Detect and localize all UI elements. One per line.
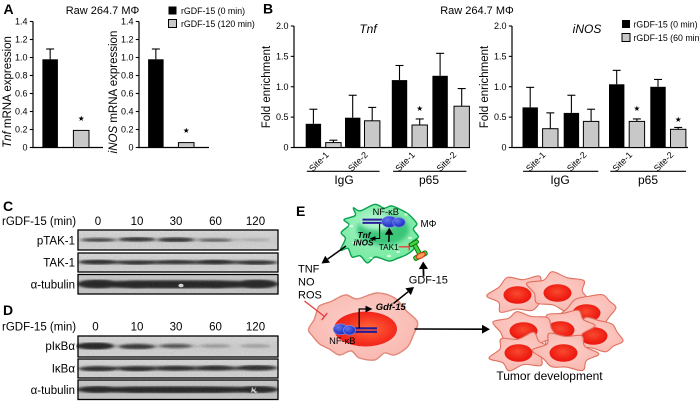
svg-text:2.0: 2.0 bbox=[494, 21, 507, 31]
svg-text:0.2: 0.2 bbox=[121, 125, 134, 135]
svg-text:1.2: 1.2 bbox=[121, 35, 134, 45]
svg-text:p65: p65 bbox=[419, 173, 439, 187]
svg-text:pTAK-1: pTAK-1 bbox=[37, 236, 75, 248]
svg-text:Tnf: Tnf bbox=[359, 22, 378, 36]
svg-text:IgG: IgG bbox=[334, 173, 353, 187]
svg-text:1.5: 1.5 bbox=[276, 51, 289, 61]
svg-text:1.0: 1.0 bbox=[276, 82, 289, 92]
svg-text:0: 0 bbox=[22, 143, 27, 153]
svg-text:NF-κB: NF-κB bbox=[329, 336, 355, 346]
svg-text:E: E bbox=[296, 203, 305, 219]
svg-text:0.2: 0.2 bbox=[15, 125, 28, 135]
svg-text:ROS: ROS bbox=[298, 290, 322, 302]
svg-text:0.5: 0.5 bbox=[276, 112, 289, 122]
svg-text:1.0: 1.0 bbox=[121, 53, 134, 63]
svg-text:0: 0 bbox=[128, 143, 133, 153]
svg-text:pIκBα: pIκBα bbox=[45, 341, 75, 353]
svg-text:MΦ: MΦ bbox=[421, 219, 437, 230]
svg-text:10: 10 bbox=[131, 216, 144, 228]
svg-text:30: 30 bbox=[170, 216, 183, 228]
svg-text:★: ★ bbox=[416, 104, 423, 113]
svg-text:2.0: 2.0 bbox=[276, 21, 289, 31]
svg-text:iNOS: iNOS bbox=[573, 22, 602, 36]
svg-text:α-tubulin: α-tubulin bbox=[31, 280, 75, 292]
svg-text:rGDF-15 (120 min): rGDF-15 (120 min) bbox=[181, 19, 255, 29]
svg-text:0.8: 0.8 bbox=[15, 71, 28, 81]
svg-text:★: ★ bbox=[78, 114, 85, 123]
svg-text:★: ★ bbox=[634, 104, 641, 113]
svg-text:★: ★ bbox=[183, 126, 190, 135]
svg-text:Tnf mRNA expression: Tnf mRNA expression bbox=[2, 36, 14, 148]
svg-text:Raw 264.7 MΦ: Raw 264.7 MΦ bbox=[66, 5, 140, 17]
svg-text:1.2: 1.2 bbox=[15, 35, 28, 45]
svg-text:0: 0 bbox=[501, 143, 506, 153]
svg-text:p65: p65 bbox=[638, 173, 658, 187]
svg-text:30: 30 bbox=[170, 322, 183, 334]
svg-text:120: 120 bbox=[246, 216, 265, 228]
svg-text:rGDF-15 (min): rGDF-15 (min) bbox=[2, 322, 76, 334]
svg-text:Tumor development: Tumor development bbox=[496, 369, 603, 383]
svg-text:rGDF-15 (0 min): rGDF-15 (0 min) bbox=[181, 6, 245, 16]
svg-text:TAK1: TAK1 bbox=[379, 243, 399, 252]
svg-text:0.6: 0.6 bbox=[15, 89, 28, 99]
svg-text:TNF: TNF bbox=[298, 264, 320, 276]
svg-text:0.4: 0.4 bbox=[121, 107, 134, 117]
svg-text:rGDF-15 (0 min): rGDF-15 (0 min) bbox=[634, 20, 698, 30]
svg-text:0.8: 0.8 bbox=[121, 71, 134, 81]
svg-text:D: D bbox=[3, 302, 13, 318]
svg-text:IκBα: IκBα bbox=[52, 364, 76, 376]
svg-text:1.5: 1.5 bbox=[494, 51, 507, 61]
svg-text:0.5: 0.5 bbox=[494, 112, 507, 122]
svg-text:A: A bbox=[4, 1, 14, 17]
svg-text:1.4: 1.4 bbox=[15, 17, 28, 27]
svg-text:1.0: 1.0 bbox=[15, 53, 28, 63]
svg-text:0: 0 bbox=[92, 322, 98, 334]
svg-text:GDF-15: GDF-15 bbox=[409, 275, 448, 287]
svg-text:Gdf-15: Gdf-15 bbox=[376, 302, 407, 313]
svg-text:NF-κB: NF-κB bbox=[373, 207, 399, 217]
svg-text:Tnf: Tnf bbox=[358, 230, 372, 240]
svg-text:0: 0 bbox=[95, 216, 101, 228]
svg-text:120: 120 bbox=[246, 322, 265, 334]
svg-text:B: B bbox=[263, 1, 273, 17]
svg-text:60: 60 bbox=[209, 216, 222, 228]
svg-text:NO: NO bbox=[298, 277, 315, 289]
svg-text:iNOS: iNOS bbox=[353, 239, 374, 248]
svg-text:0: 0 bbox=[283, 143, 288, 153]
svg-text:0.4: 0.4 bbox=[15, 107, 28, 117]
svg-text:Raw 264.7 MΦ: Raw 264.7 MΦ bbox=[440, 5, 514, 17]
svg-text:10: 10 bbox=[131, 322, 144, 334]
svg-text:IgG: IgG bbox=[550, 173, 569, 187]
svg-text:1.0: 1.0 bbox=[494, 82, 507, 92]
svg-text:iNOS mRNA expression: iNOS mRNA expression bbox=[108, 31, 120, 154]
svg-text:Fold enrichment: Fold enrichment bbox=[479, 45, 491, 128]
svg-text:rGDF-15 (min): rGDF-15 (min) bbox=[2, 216, 76, 228]
svg-text:★: ★ bbox=[675, 115, 682, 124]
svg-text:60: 60 bbox=[209, 322, 222, 334]
svg-text:TAK-1: TAK-1 bbox=[43, 258, 75, 270]
svg-text:Fold enrichment: Fold enrichment bbox=[261, 45, 273, 128]
svg-text:C: C bbox=[3, 198, 13, 214]
svg-text:0.6: 0.6 bbox=[121, 89, 134, 99]
svg-text:α-tubulin: α-tubulin bbox=[31, 385, 75, 397]
svg-text:1.4: 1.4 bbox=[121, 17, 134, 27]
svg-text:rGDF-15 (60 min): rGDF-15 (60 min) bbox=[634, 33, 700, 43]
